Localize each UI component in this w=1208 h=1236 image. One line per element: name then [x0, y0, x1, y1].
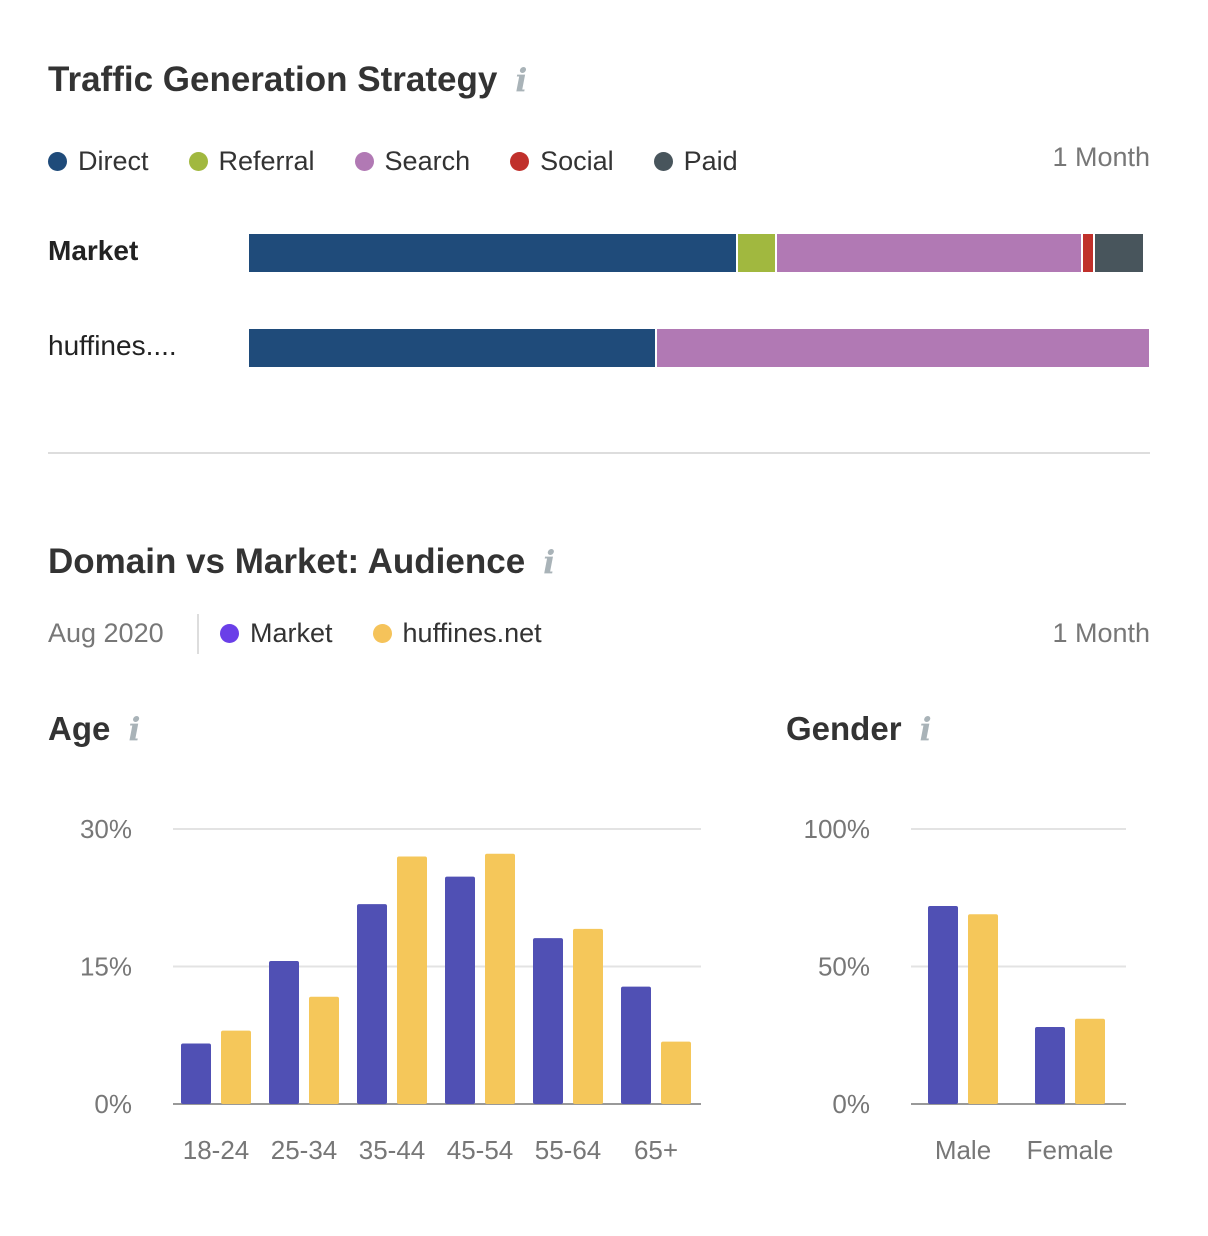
legend-dot-icon [48, 152, 67, 171]
info-icon[interactable]: i [919, 710, 932, 748]
segment-social[interactable] [1083, 234, 1095, 272]
segment-search[interactable] [656, 329, 1149, 367]
legend-dot-icon [653, 152, 673, 171]
bar-huffines-net[interactable] [1075, 1018, 1105, 1104]
y-tick-label: 15% [80, 952, 132, 982]
audience-title: Domain vs Market: Audience [48, 542, 526, 581]
bar-huffines-net[interactable] [397, 856, 427, 1105]
legend-dot-icon [188, 152, 208, 171]
audience-legend: Market huffines.net [220, 618, 542, 649]
legend-item-search[interactable]: Search [354, 146, 471, 177]
x-tick-label: 65+ [634, 1135, 678, 1165]
bar-huffines-net[interactable] [485, 853, 515, 1104]
legend-item-huffines-net[interactable]: huffines.net [372, 618, 542, 649]
bar-market[interactable] [269, 961, 299, 1104]
row-label-domain: huffines.... [48, 330, 177, 361]
bar-huffines-net[interactable] [309, 996, 339, 1104]
bar-market[interactable] [445, 876, 475, 1104]
bar-huffines-net[interactable] [573, 928, 603, 1104]
info-icon[interactable]: i [515, 61, 528, 99]
info-icon[interactable]: i [543, 543, 556, 581]
bar-market[interactable] [621, 986, 651, 1104]
divider [48, 452, 1150, 454]
row-label-market: Market [48, 235, 139, 266]
legend-dot-icon [510, 152, 530, 171]
legend-label: Social [540, 146, 614, 176]
legend-item-social[interactable]: Social [510, 146, 614, 177]
legend-item-paid[interactable]: Paid [653, 146, 738, 177]
traffic-period[interactable]: 1 Month [1052, 142, 1150, 172]
legend-dot-icon [220, 624, 239, 643]
legend-label: huffines.net [402, 618, 542, 648]
bar-huffines-net[interactable] [221, 1030, 251, 1104]
segment-search[interactable] [777, 234, 1084, 272]
bar-market[interactable] [357, 904, 387, 1104]
x-tick-label: 18-24 [183, 1135, 250, 1165]
legend-item-referral[interactable]: Referral [188, 146, 315, 177]
gender-title-row: Gender i [786, 710, 932, 748]
legend-label: Market [250, 618, 333, 648]
bar-market[interactable] [533, 938, 563, 1104]
bar-market[interactable] [1035, 1027, 1065, 1104]
legend-item-direct[interactable]: Direct [48, 146, 149, 177]
y-tick-label: 50% [818, 952, 870, 982]
y-tick-label: 30% [80, 814, 132, 844]
x-tick-label: 35-44 [359, 1135, 426, 1165]
legend-item-market[interactable]: Market [220, 618, 333, 649]
bar-huffines-net[interactable] [661, 1041, 691, 1104]
bar-huffines-net[interactable] [968, 914, 998, 1104]
x-tick-label: Female [1027, 1135, 1114, 1165]
domain-traffic-bar[interactable] [249, 329, 1149, 367]
legend-dot-icon [372, 624, 392, 643]
legend-divider [197, 614, 199, 654]
legend-dot-icon [354, 152, 374, 171]
audience-date: Aug 2020 [48, 618, 164, 648]
market-traffic-bar[interactable] [249, 234, 1149, 272]
legend-label: Direct [78, 146, 149, 176]
gender-title: Gender [786, 710, 902, 747]
legend-label: Search [384, 146, 471, 176]
y-tick-label: 100% [804, 814, 871, 844]
traffic-title: Traffic Generation Strategy [48, 60, 498, 99]
bar-market[interactable] [181, 1043, 211, 1105]
segment-referral[interactable] [737, 234, 778, 272]
y-tick-label: 0% [832, 1089, 870, 1119]
x-tick-label: 45-54 [447, 1135, 514, 1165]
segment-paid[interactable] [1094, 234, 1143, 272]
bar-market[interactable] [928, 906, 958, 1104]
segment-direct[interactable] [249, 329, 657, 367]
age-title: Age [48, 710, 111, 747]
x-tick-label: 55-64 [535, 1135, 602, 1165]
traffic-legend: Direct Referral Search Social Paid [48, 146, 738, 177]
x-tick-label: Male [935, 1135, 991, 1165]
audience-title-row: Domain vs Market: Audience i [48, 542, 555, 582]
age-title-row: Age i [48, 710, 141, 748]
x-tick-label: 25-34 [271, 1135, 338, 1165]
traffic-title-row: Traffic Generation Strategy i [48, 60, 527, 100]
segment-direct[interactable] [249, 234, 738, 272]
y-tick-label: 0% [94, 1089, 132, 1119]
legend-label: Referral [218, 146, 315, 176]
legend-label: Paid [683, 146, 738, 176]
audience-period[interactable]: 1 Month [1052, 618, 1150, 648]
info-icon[interactable]: i [128, 710, 141, 748]
